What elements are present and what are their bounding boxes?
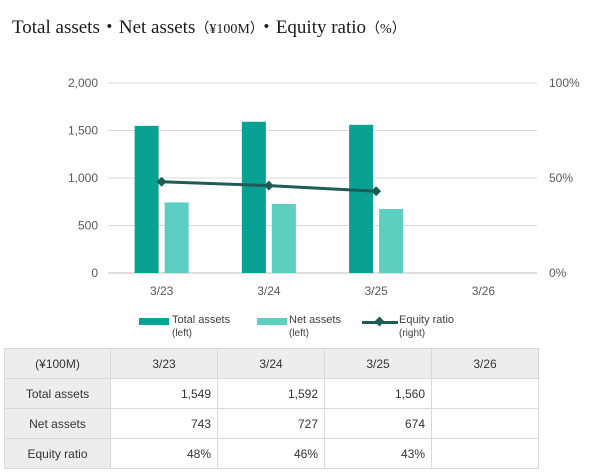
- legend-item-total-assets: Total assets (left): [172, 314, 230, 340]
- table-cell: 48%: [110, 438, 218, 469]
- y-tick-label: 2,000: [68, 76, 98, 90]
- point-equity-ratio: [263, 180, 274, 191]
- table-header-cell: (¥100M): [4, 348, 111, 379]
- y-tick-label: 1,000: [68, 171, 98, 185]
- table-cell: 727: [217, 408, 325, 439]
- bar-total-assets: [241, 121, 266, 273]
- x-tick-label: 3/25: [364, 284, 388, 298]
- legend-sub-equity-ratio: (right): [399, 328, 426, 339]
- chart-plot: 0 500 1,000 1,500 2,000 0% 50% 100% 3/23 3/24 3/25…: [68, 76, 580, 298]
- table-cell: [431, 438, 539, 469]
- table-header-cell: 3/23: [110, 348, 218, 379]
- bar-net-assets: [379, 208, 404, 273]
- title-unit: （¥100M）: [195, 22, 257, 37]
- legend-diamond-icon: [374, 316, 385, 327]
- x-tick-label: 3/23: [150, 284, 174, 298]
- x-tick-label: 3/26: [472, 284, 496, 298]
- title-main: Total assets・Net assets: [12, 17, 196, 38]
- table-cell: 1,549: [110, 378, 218, 409]
- legend-sub-total-assets: (left): [172, 328, 192, 339]
- x-tick-label: 3/24: [257, 284, 281, 298]
- table-cell: 743: [110, 408, 218, 439]
- point-equity-ratio: [156, 176, 167, 187]
- table-cell: 674: [324, 408, 432, 439]
- bar-total-assets: [349, 124, 374, 273]
- point-equity-ratio: [371, 186, 382, 197]
- table-cell: 43%: [324, 438, 432, 469]
- y-tick-label: 1,500: [68, 124, 98, 138]
- legend-sub-net-assets: (left): [289, 328, 309, 339]
- legend-label-net-assets: Net assets: [289, 314, 341, 326]
- table-row: Net assets 743 727 674: [4, 408, 539, 439]
- table-cell: [431, 378, 539, 409]
- data-table: (¥100M) 3/23 3/24 3/25 3/26 Total assets…: [4, 348, 539, 469]
- legend-swatch-total-assets: [139, 318, 169, 325]
- y-tick-label: 500: [78, 219, 98, 233]
- table-header-cell: 3/26: [431, 348, 539, 379]
- table-row-label: Net assets: [4, 408, 111, 439]
- y2-tick-label: 50%: [549, 171, 573, 185]
- y2-tick-label: 100%: [549, 76, 580, 90]
- table-cell: [431, 408, 539, 439]
- bar-net-assets: [271, 203, 296, 273]
- legend-item-net-assets: Net assets (left): [289, 314, 341, 340]
- title-pct: （%）: [366, 22, 406, 37]
- title-second: ・Equity ratio: [256, 17, 367, 38]
- table-cell: 1,592: [217, 378, 325, 409]
- bar-net-assets: [164, 202, 189, 273]
- chart-legend: Total assets (left) Net assets (left) Eq…: [0, 314, 590, 348]
- table-header-row: (¥100M) 3/23 3/24 3/25 3/26: [4, 348, 539, 379]
- legend-item-equity-ratio: Equity ratio (right): [399, 314, 454, 340]
- y-tick-label: 0: [91, 266, 98, 280]
- y2-tick-label: 0%: [549, 266, 567, 280]
- legend-label-total-assets: Total assets: [172, 314, 231, 326]
- table-row-label: Equity ratio: [4, 438, 111, 469]
- table-header-cell: 3/24: [217, 348, 325, 379]
- legend-swatch-net-assets: [257, 318, 287, 325]
- table-row-label: Total assets: [4, 378, 111, 409]
- table-row: Equity ratio 48% 46% 43%: [4, 438, 539, 469]
- table-cell: 1,560: [324, 378, 432, 409]
- table-header-cell: 3/25: [324, 348, 432, 379]
- chart-title: Total assets・Net assets（¥100M）・Equity ra…: [12, 12, 406, 39]
- legend-label-equity-ratio: Equity ratio: [399, 314, 455, 326]
- table-row: Total assets 1,549 1,592 1,560: [4, 378, 539, 409]
- table-cell: 46%: [217, 438, 325, 469]
- bar-total-assets: [134, 125, 159, 273]
